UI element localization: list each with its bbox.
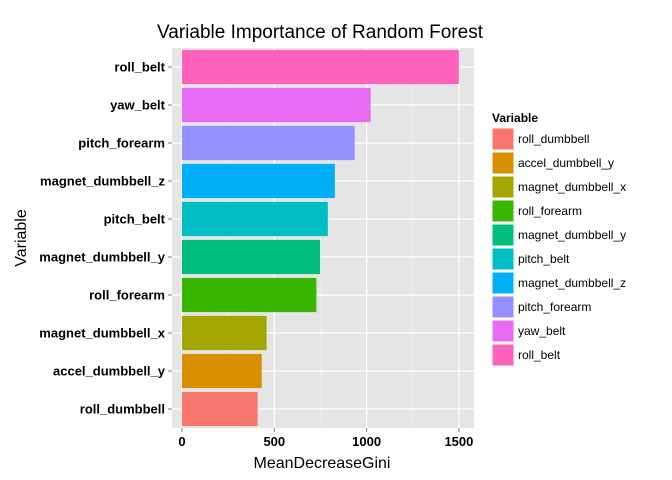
y-tick-label-accel_dumbbell_y: accel_dumbbell_y	[53, 364, 166, 379]
legend-key-pitch_belt	[491, 247, 515, 271]
bar-magnet_dumbbell_z	[182, 163, 335, 199]
y-axis-title: Variable	[13, 209, 30, 267]
legend-key-accel_dumbbell_y	[491, 151, 515, 175]
legend-key-magnet_dumbbell_x	[491, 175, 515, 199]
bar-pitch_forearm	[182, 125, 355, 161]
bar-yaw_belt	[182, 87, 371, 123]
legend-key-magnet_dumbbell_y	[491, 223, 515, 247]
legend-label-magnet_dumbbell_y: magnet_dumbbell_y	[518, 228, 626, 242]
legend-key-roll_forearm	[491, 199, 515, 223]
legend-label-roll_dumbbell: roll_dumbbell	[518, 132, 589, 146]
legend-label-pitch_belt: pitch_belt	[518, 252, 570, 266]
x-tick-label-3: 1500	[444, 434, 473, 449]
bar-magnet_dumbbell_y	[182, 239, 321, 275]
y-tick-label-pitch_belt: pitch_belt	[104, 212, 166, 227]
y-tick-label-magnet_dumbbell_z: magnet_dumbbell_z	[40, 174, 165, 189]
bar-magnet_dumbbell_x	[182, 315, 267, 351]
legend-label-roll_forearm: roll_forearm	[518, 204, 582, 218]
bars	[182, 49, 459, 427]
legend-label-magnet_dumbbell_z: magnet_dumbbell_z	[518, 276, 626, 290]
bar-accel_dumbbell_y	[182, 353, 262, 389]
bar-roll_belt	[182, 49, 459, 85]
legend-key-yaw_belt	[491, 319, 515, 343]
chart-title: Variable Importance of Random Forest	[157, 22, 484, 43]
legend-key-magnet_dumbbell_z	[491, 271, 515, 295]
x-tick-label-2: 1000	[352, 434, 381, 449]
legend-key-roll_dumbbell	[491, 127, 515, 151]
legend-label-roll_belt: roll_belt	[518, 348, 561, 362]
x-tick-labels: 0 500 1000 1500	[178, 428, 473, 449]
legend-title: Variable	[492, 111, 538, 125]
legend: Variable roll_dumbbell accel_dumbbell_yma…	[491, 111, 626, 367]
legend-label-accel_dumbbell_y: accel_dumbbell_y	[518, 156, 614, 170]
legend-key-pitch_forearm	[491, 295, 515, 319]
x-tick-label-1: 500	[263, 434, 285, 449]
legend-label-pitch_forearm: pitch_forearm	[518, 300, 591, 314]
legend-label-yaw_belt: yaw_belt	[518, 324, 566, 338]
y-tick-labels: roll_dumbbell accel_dumbbell_y magnet_dumb…	[39, 60, 172, 417]
y-tick-label-magnet_dumbbell_y: magnet_dumbbell_y	[39, 250, 165, 265]
legend-label-magnet_dumbbell_x: magnet_dumbbell_x	[518, 180, 626, 194]
y-tick-label-roll_dumbbell: roll_dumbbell	[80, 402, 165, 417]
x-axis-title: MeanDecreaseGini	[254, 455, 391, 472]
y-tick-label-pitch_forearm: pitch_forearm	[78, 136, 165, 151]
y-tick-label-magnet_dumbbell_x: magnet_dumbbell_x	[39, 326, 165, 341]
y-tick-label-roll_belt: roll_belt	[114, 60, 165, 75]
legend-key-roll_belt	[491, 343, 515, 367]
bar-pitch_belt	[182, 201, 328, 237]
bar-roll_forearm	[182, 277, 317, 313]
y-tick-label-yaw_belt: yaw_belt	[110, 98, 166, 113]
x-tick-label-0: 0	[178, 434, 185, 449]
bar-roll_dumbbell	[182, 391, 258, 427]
y-tick-label-roll_forearm: roll_forearm	[89, 288, 165, 303]
